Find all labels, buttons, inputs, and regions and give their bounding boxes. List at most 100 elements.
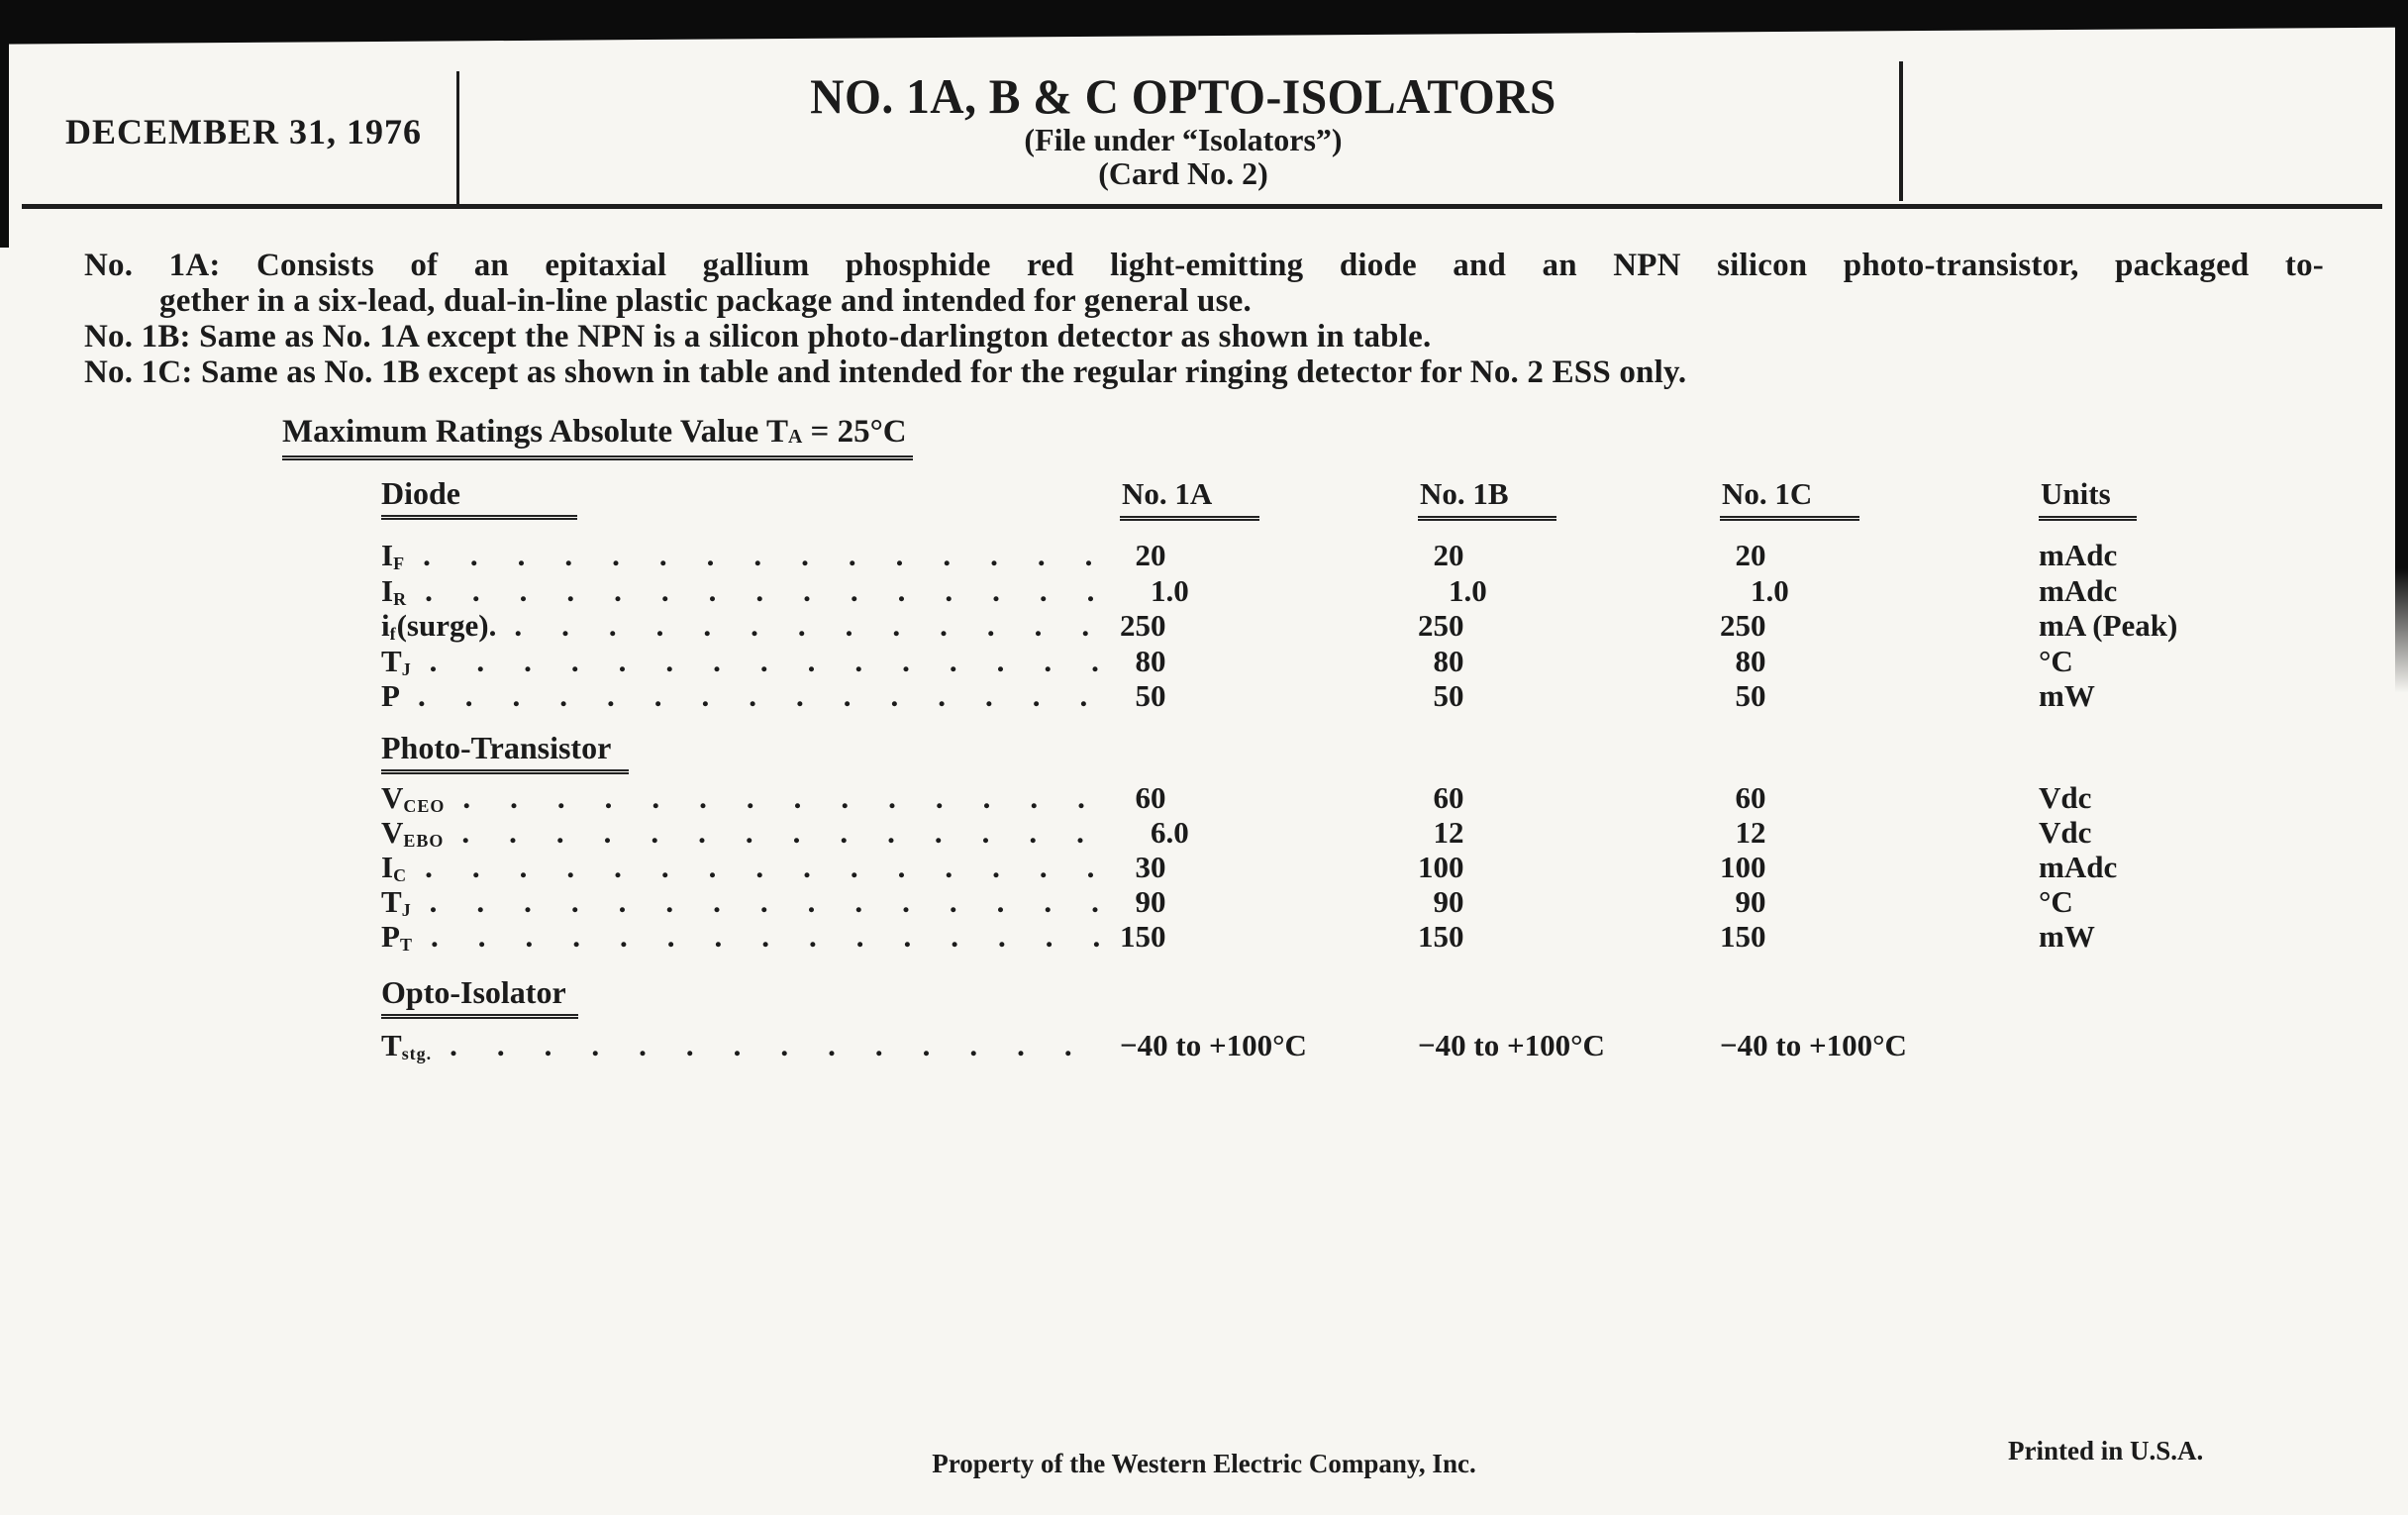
value-no-1c: −40 to +100°C: [1720, 1028, 2039, 1063]
value-no-1a: 50: [1120, 678, 1418, 714]
value-no-1b: 250: [1418, 608, 1720, 644]
param-cell: TJ: [381, 884, 1120, 921]
param-label: P: [381, 678, 400, 715]
param-subscript: CEO: [403, 796, 445, 816]
param-subscript: EBO: [403, 831, 444, 851]
value-no-1a: 6.0: [1120, 815, 1418, 851]
param-subscript: J: [402, 659, 412, 679]
value-units: mAdc: [2039, 850, 2309, 885]
param-symbol: i: [381, 608, 390, 643]
dot-leader: [425, 850, 1112, 885]
value-no-1a: 30: [1120, 850, 1418, 885]
table-row: PT 150 150 150 mW: [381, 919, 2309, 956]
table-row: TJ 90 90 90 °C: [381, 884, 2309, 921]
dot-leader: [431, 919, 1112, 955]
param-cell: TJ: [381, 644, 1120, 680]
table-row: IR 1.0 1.0 1.0 mAdc: [381, 573, 2309, 610]
value-no-1b: 100: [1418, 850, 1720, 885]
value-units: Vdc: [2039, 815, 2309, 851]
param-label: Tstg.: [381, 1028, 432, 1064]
value-units: mAdc: [2039, 538, 2309, 573]
dot-leader: [514, 608, 1112, 644]
value-no-1a: 1.0: [1120, 573, 1418, 609]
column-header-no-1c: No. 1C: [1720, 476, 1859, 521]
table-row: Tstg. −40 to +100°C −40 to +100°C −40 to…: [381, 1028, 2309, 1064]
value-no-1b: 90: [1418, 884, 1720, 920]
dot-leader: [423, 538, 1112, 573]
param-symbol: P: [381, 919, 400, 954]
value-no-1c: 250: [1720, 608, 2039, 644]
param-cell: PT: [381, 919, 1120, 956]
dot-leader: [418, 678, 1112, 714]
param-label: TJ: [381, 884, 412, 921]
param-cell: IC: [381, 850, 1120, 886]
table-row: if(surge). 250 250 250 mA (Peak): [381, 608, 2309, 645]
value-units: °C: [2039, 884, 2309, 920]
value-units: mW: [2039, 678, 2309, 714]
value-no-1a: 150: [1120, 919, 1418, 955]
subtitle-card-no: (Card No. 2): [465, 156, 1901, 190]
param-subscript: F: [393, 554, 405, 573]
param-symbol: P: [381, 678, 400, 713]
param-symbol: I: [381, 538, 393, 572]
value-units: mW: [2039, 919, 2309, 955]
table-row: P 50 50 50 mW: [381, 678, 2309, 715]
table-row: TJ 80 80 80 °C: [381, 644, 2309, 680]
dot-leader: [461, 815, 1112, 851]
param-symbol: V: [381, 815, 403, 850]
table-row: IC 30 100 100 mAdc: [381, 850, 2309, 886]
table-row: VEBO 6.0 12 12 Vdc: [381, 815, 2309, 852]
value-no-1b: 20: [1418, 538, 1720, 573]
table-row: VCEO 60 60 60 Vdc: [381, 780, 2309, 817]
ratings-heading-text: Maximum Ratings Absolute Value TA = 25°C: [282, 414, 913, 460]
dot-leader: [430, 644, 1112, 679]
param-label: PT: [381, 919, 413, 956]
value-no-1b: 1.0: [1418, 573, 1720, 609]
ratings-heading: Maximum Ratings Absolute Value TA = 25°C: [282, 414, 913, 460]
column-header-no-1b: No. 1B: [1418, 476, 1556, 521]
dot-leader: [450, 1028, 1112, 1063]
description-1a-line2: gether in a six-lead, dual-in-line plast…: [84, 283, 2324, 319]
value-no-1c: 80: [1720, 644, 2039, 679]
param-cell: VCEO: [381, 780, 1120, 817]
value-no-1b: 12: [1418, 815, 1720, 851]
document-date: DECEMBER 31, 1976: [65, 111, 422, 152]
value-no-1c: 100: [1720, 850, 2039, 885]
param-cell: Tstg.: [381, 1028, 1120, 1064]
description-block: No. 1A: Consists of an epitaxial gallium…: [84, 248, 2324, 390]
column-header-units: Units: [2039, 476, 2137, 521]
column-header-no-1a: No. 1A: [1120, 476, 1259, 521]
param-subscript: stg.: [402, 1044, 432, 1063]
value-no-1b: 50: [1418, 678, 1720, 714]
description-1c: No. 1C: Same as No. 1B except as shown i…: [84, 354, 2324, 390]
subtitle-file-under: (File under “Isolators”): [465, 123, 1901, 156]
value-no-1b: 60: [1418, 780, 1720, 816]
header-title-block: NO. 1A, B & C OPTO-ISOLATORS (File under…: [465, 69, 1901, 190]
param-cell: IR: [381, 573, 1120, 610]
ratings-heading-subscript: A: [788, 426, 802, 448]
value-no-1b: −40 to +100°C: [1418, 1028, 1720, 1063]
value-no-1c: 20: [1720, 538, 2039, 573]
scan-artifact-left-edge: [0, 0, 9, 248]
page-title: NO. 1A, B & C OPTO-ISOLATORS: [501, 69, 1865, 123]
description-1a-line1: No. 1A: Consists of an epitaxial gallium…: [84, 248, 2324, 283]
param-symbol: I: [381, 850, 393, 884]
value-units: mAdc: [2039, 573, 2309, 609]
param-label: VCEO: [381, 780, 445, 817]
param-label: IC: [381, 850, 407, 886]
value-units: °C: [2039, 644, 2309, 679]
header-cell-1a: No. 1A: [1120, 476, 1418, 521]
param-cell: VEBO: [381, 815, 1120, 852]
param-cell: IF: [381, 538, 1120, 574]
param-symbol: T: [381, 1028, 402, 1062]
value-no-1c: 150: [1720, 919, 2039, 955]
dot-leader: [462, 780, 1112, 816]
dot-leader: [425, 573, 1112, 609]
param-symbol: V: [381, 780, 403, 815]
value-no-1b: 80: [1418, 644, 1720, 679]
param-symbol: T: [381, 644, 402, 678]
param-cell: P: [381, 678, 1120, 715]
param-subscript: f: [390, 624, 397, 644]
value-no-1b: 150: [1418, 919, 1720, 955]
param-label: TJ: [381, 644, 412, 680]
